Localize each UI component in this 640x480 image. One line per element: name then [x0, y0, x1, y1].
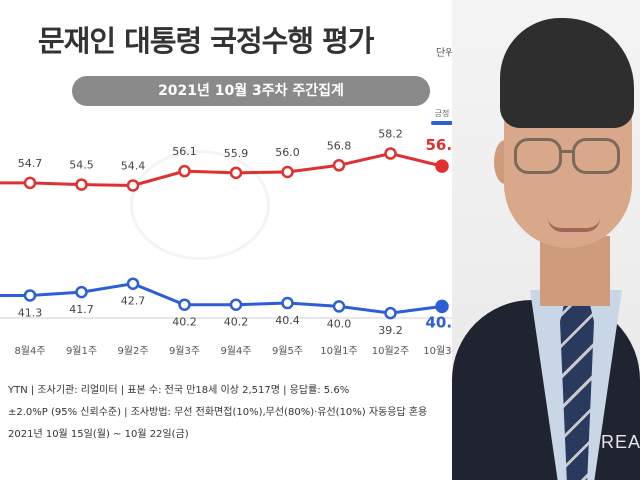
data-point	[126, 277, 140, 290]
data-label: 54.5	[69, 159, 94, 172]
data-point	[178, 164, 191, 178]
data-point	[332, 159, 346, 172]
data-point	[178, 298, 191, 311]
x-tick-label: 9월4주	[220, 345, 251, 357]
legend-positive-swatch	[431, 121, 453, 125]
portrait-hair	[500, 18, 634, 128]
broadcaster-logo: REA	[601, 432, 640, 452]
data-label: 56.0	[275, 146, 300, 159]
data-label: 55.9	[224, 147, 249, 160]
legend-positive-label: 긍정	[434, 109, 450, 118]
data-point	[229, 298, 243, 311]
data-point	[229, 166, 243, 180]
data-label: 40.2	[224, 316, 249, 329]
portrait-glasses-bridge	[560, 150, 574, 153]
data-point	[332, 300, 346, 313]
portrait-glasses-left	[514, 138, 562, 174]
data-point	[75, 178, 88, 191]
data-label: 58.2	[378, 128, 403, 141]
footer-line-1: YTN | 조사기관: 리얼미터 | 표본 수: 전국 만18세 이상 2,51…	[8, 385, 350, 396]
survey-footer: YTN | 조사기관: 리얼미터 | 표본 수: 전국 만18세 이상 2,51…	[0, 380, 460, 446]
portrait-tie	[560, 300, 594, 480]
series-line-1	[0, 282, 443, 315]
data-label: 39.2	[378, 324, 403, 337]
data-label: 41.3	[18, 306, 43, 319]
data-point	[384, 147, 397, 160]
x-tick-label: 10월1주	[320, 345, 358, 357]
x-tick-label: 9월1주	[66, 345, 97, 357]
x-tick-label: 8월4주	[14, 345, 45, 357]
data-point	[384, 306, 397, 320]
data-point	[281, 296, 294, 310]
series-line-0	[0, 151, 443, 187]
portrait-glasses-right	[572, 138, 620, 174]
data-label: 56.8	[327, 139, 352, 152]
data-label: 54.7	[18, 157, 43, 170]
footer-line-2: ±2.0%P (95% 신뢰수준) | 조사방법: 무선 전화면접(10%),무…	[8, 407, 428, 418]
x-tick-label: 9월5주	[272, 345, 303, 357]
legend-positive: 긍정	[431, 108, 453, 125]
data-point	[281, 165, 294, 179]
x-tick-label: 10월3주	[423, 345, 461, 357]
watermark-seal	[130, 150, 270, 260]
data-point	[126, 179, 140, 192]
data-point	[435, 299, 449, 314]
data-label: 40.4	[275, 314, 300, 327]
data-point	[435, 159, 449, 173]
period-banner: 2021년 10월 3주차 주간집계	[72, 76, 430, 106]
president-portrait	[452, 0, 640, 480]
data-label: 40.0	[327, 317, 352, 330]
footer-line-3: 2021년 10월 15일(월) ~ 10월 22일(금)	[8, 429, 189, 440]
data-point	[23, 289, 37, 302]
data-label: 56.1	[172, 145, 197, 158]
chart-title: 문재인 대통령 국정수행 평가	[38, 24, 374, 58]
data-label: 40.2	[172, 316, 197, 329]
line-chart: 54.7 54.5 54.456.1 55.9 56.056.858.256.741.3…	[0, 128, 470, 357]
x-tick-label: 10월2주	[372, 345, 410, 357]
portrait-neck	[540, 236, 610, 306]
data-label: 42.7	[121, 295, 146, 308]
data-point	[23, 176, 37, 190]
data-label: 54.4	[121, 159, 146, 172]
x-tick-label: 9월2주	[117, 345, 148, 357]
data-label: 41.7	[69, 303, 94, 316]
x-tick-label: 9월3주	[169, 345, 200, 357]
portrait-mouth	[548, 218, 600, 232]
data-point	[75, 285, 88, 299]
